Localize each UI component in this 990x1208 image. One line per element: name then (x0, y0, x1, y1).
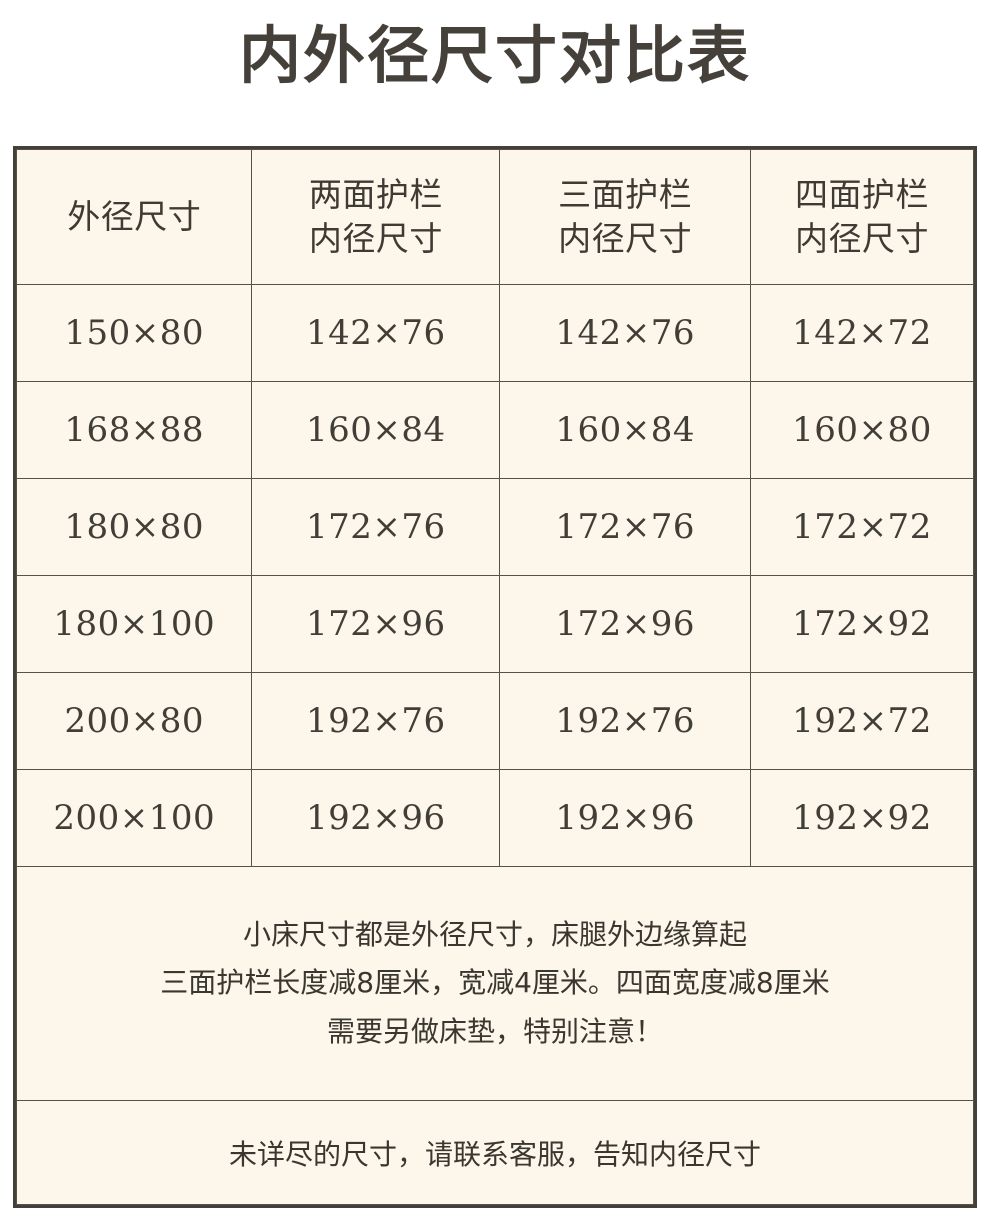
column-header-line-1: 外径尺寸 (67, 197, 202, 237)
cell-two-side: 142×76 (251, 284, 501, 382)
cell-outer-size: 180×100 (15, 575, 253, 673)
cell-outer-size: 180×80 (15, 478, 253, 576)
size-table-container: 外径尺寸 两面护栏 内径尺寸 三面护栏 内径尺寸 四面护栏 内径尺寸 (13, 146, 977, 1208)
cell-four-side: 172×92 (750, 575, 974, 673)
cell-three-side: 142×76 (499, 284, 751, 382)
table-row: 168×88 160×84 160×84 160×80 (15, 381, 974, 479)
column-header-four-side-rail: 四面护栏 内径尺寸 (750, 149, 974, 285)
cell-outer-size: 150×80 (15, 284, 253, 382)
cell-outer-size: 200×100 (15, 769, 253, 867)
cell-three-side: 172×76 (499, 478, 751, 576)
cell-three-side: 192×96 (499, 769, 751, 867)
column-header-three-side-rail: 三面护栏 内径尺寸 (499, 149, 751, 285)
table-row: 200×100 192×96 192×96 192×92 (15, 769, 974, 867)
cell-four-side: 172×72 (750, 478, 974, 576)
column-header-two-side-rail: 两面护栏 内径尺寸 (251, 149, 501, 285)
column-header-outer-size: 外径尺寸 (15, 149, 253, 285)
column-header-line-1: 三面护栏 (558, 175, 693, 215)
footer-cell: 未详尽的尺寸，请联系客服，告知内径尺寸 (16, 1100, 974, 1205)
table-row: 180×100 172×96 172×96 172×92 (15, 575, 974, 673)
cell-three-side: 192×76 (499, 672, 751, 770)
cell-two-side: 160×84 (251, 381, 501, 479)
note-line-1: 小床尺寸都是外径尺寸，床腿外边缘算起 (242, 918, 747, 952)
cell-two-side: 172×96 (251, 575, 501, 673)
cell-four-side: 192×72 (750, 672, 974, 770)
cell-two-side: 172×76 (251, 478, 501, 576)
column-header-line-2: 内径尺寸 (558, 219, 693, 258)
cell-four-side: 142×72 (750, 284, 974, 382)
table-row: 180×80 172×76 172×76 172×72 (15, 478, 974, 576)
size-comparison-table: 外径尺寸 两面护栏 内径尺寸 三面护栏 内径尺寸 四面护栏 内径尺寸 (15, 149, 974, 1205)
cell-four-side: 192×92 (750, 769, 974, 867)
cell-outer-size: 200×80 (15, 672, 253, 770)
table-row: 150×80 142×76 142×76 142×72 (15, 284, 974, 382)
notes-cell: 小床尺寸都是外径尺寸，床腿外边缘算起 三面护栏长度减8厘米，宽减4厘米。四面宽度… (16, 866, 974, 1101)
column-header-line-2: 内径尺寸 (308, 219, 443, 258)
cell-three-side: 160×84 (499, 381, 751, 479)
cell-four-side: 160×80 (750, 381, 974, 479)
note-line-3: 需要另做床垫，特别注意！ (326, 1014, 663, 1048)
table-notes-row: 小床尺寸都是外径尺寸，床腿外边缘算起 三面护栏长度减8厘米，宽减4厘米。四面宽度… (16, 866, 974, 1101)
cell-two-side: 192×96 (251, 769, 501, 867)
page-title: 内外径尺寸对比表 (238, 19, 751, 92)
cell-three-side: 172×96 (499, 575, 751, 673)
column-header-line-1: 四面护栏 (795, 175, 929, 215)
cell-outer-size: 168×88 (15, 381, 253, 479)
note-line-2: 三面护栏长度减8厘米，宽减4厘米。四面宽度减8厘米 (160, 966, 830, 1000)
table-row: 200×80 192×76 192×76 192×72 (15, 672, 974, 770)
column-header-line-1: 两面护栏 (308, 175, 443, 215)
cell-two-side: 192×76 (251, 672, 501, 770)
column-header-line-2: 内径尺寸 (795, 219, 929, 258)
table-footer-row: 未详尽的尺寸，请联系客服，告知内径尺寸 (16, 1100, 974, 1205)
table-header-row: 外径尺寸 两面护栏 内径尺寸 三面护栏 内径尺寸 四面护栏 内径尺寸 (15, 149, 974, 285)
